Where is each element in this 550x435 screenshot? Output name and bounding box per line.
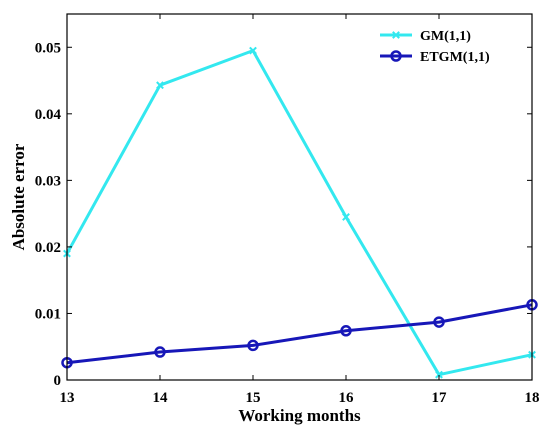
x-tick-label: 13 — [60, 390, 75, 406]
legend-marker — [390, 50, 402, 62]
data-point — [433, 316, 445, 328]
y-tick-label: 0.04 — [35, 107, 62, 123]
axis-ticks: 13 14 15 16 17 18 0 0.01 0.02 0.03 0.04 0.05 — [35, 14, 540, 406]
data-point — [435, 370, 443, 379]
legend-label: GM(1,1) — [420, 29, 471, 44]
series-line — [65, 49, 533, 377]
data-point — [247, 339, 259, 352]
x-axis-label: Working months — [238, 406, 361, 425]
x-tick-label: 14 — [153, 390, 169, 406]
series-1 — [63, 46, 536, 379]
plot-frame — [66, 13, 533, 381]
data-point — [154, 346, 166, 358]
series-line — [66, 303, 533, 365]
legend-item: GM(1,1) — [380, 29, 471, 44]
plot-marks — [61, 46, 538, 379]
legend-box — [373, 19, 527, 73]
y-tick-label: 0.03 — [35, 173, 61, 189]
data-point — [340, 325, 352, 337]
x-tick-label: 16 — [339, 390, 355, 406]
y-tick-label: 0.05 — [35, 40, 61, 56]
legend-item: ETGM(1,1) — [380, 50, 490, 65]
legend: GM(1,1) ETGM(1,1) — [373, 19, 527, 73]
legend-label: ETGM(1,1) — [420, 50, 490, 65]
x-tick-label: 17 — [432, 390, 448, 406]
legend-marker — [392, 31, 400, 39]
x-tick-label: 15 — [246, 390, 261, 406]
data-point — [156, 81, 164, 90]
x-tick-label: 18 — [525, 390, 540, 406]
series-2 — [61, 299, 538, 369]
data-point — [342, 213, 350, 221]
data-point — [249, 46, 257, 55]
y-tick-label: 0 — [54, 373, 62, 389]
y-tick-label: 0.01 — [35, 306, 61, 322]
y-axis-label: Absolute error — [9, 143, 28, 250]
y-tick-label: 0.02 — [35, 240, 61, 256]
